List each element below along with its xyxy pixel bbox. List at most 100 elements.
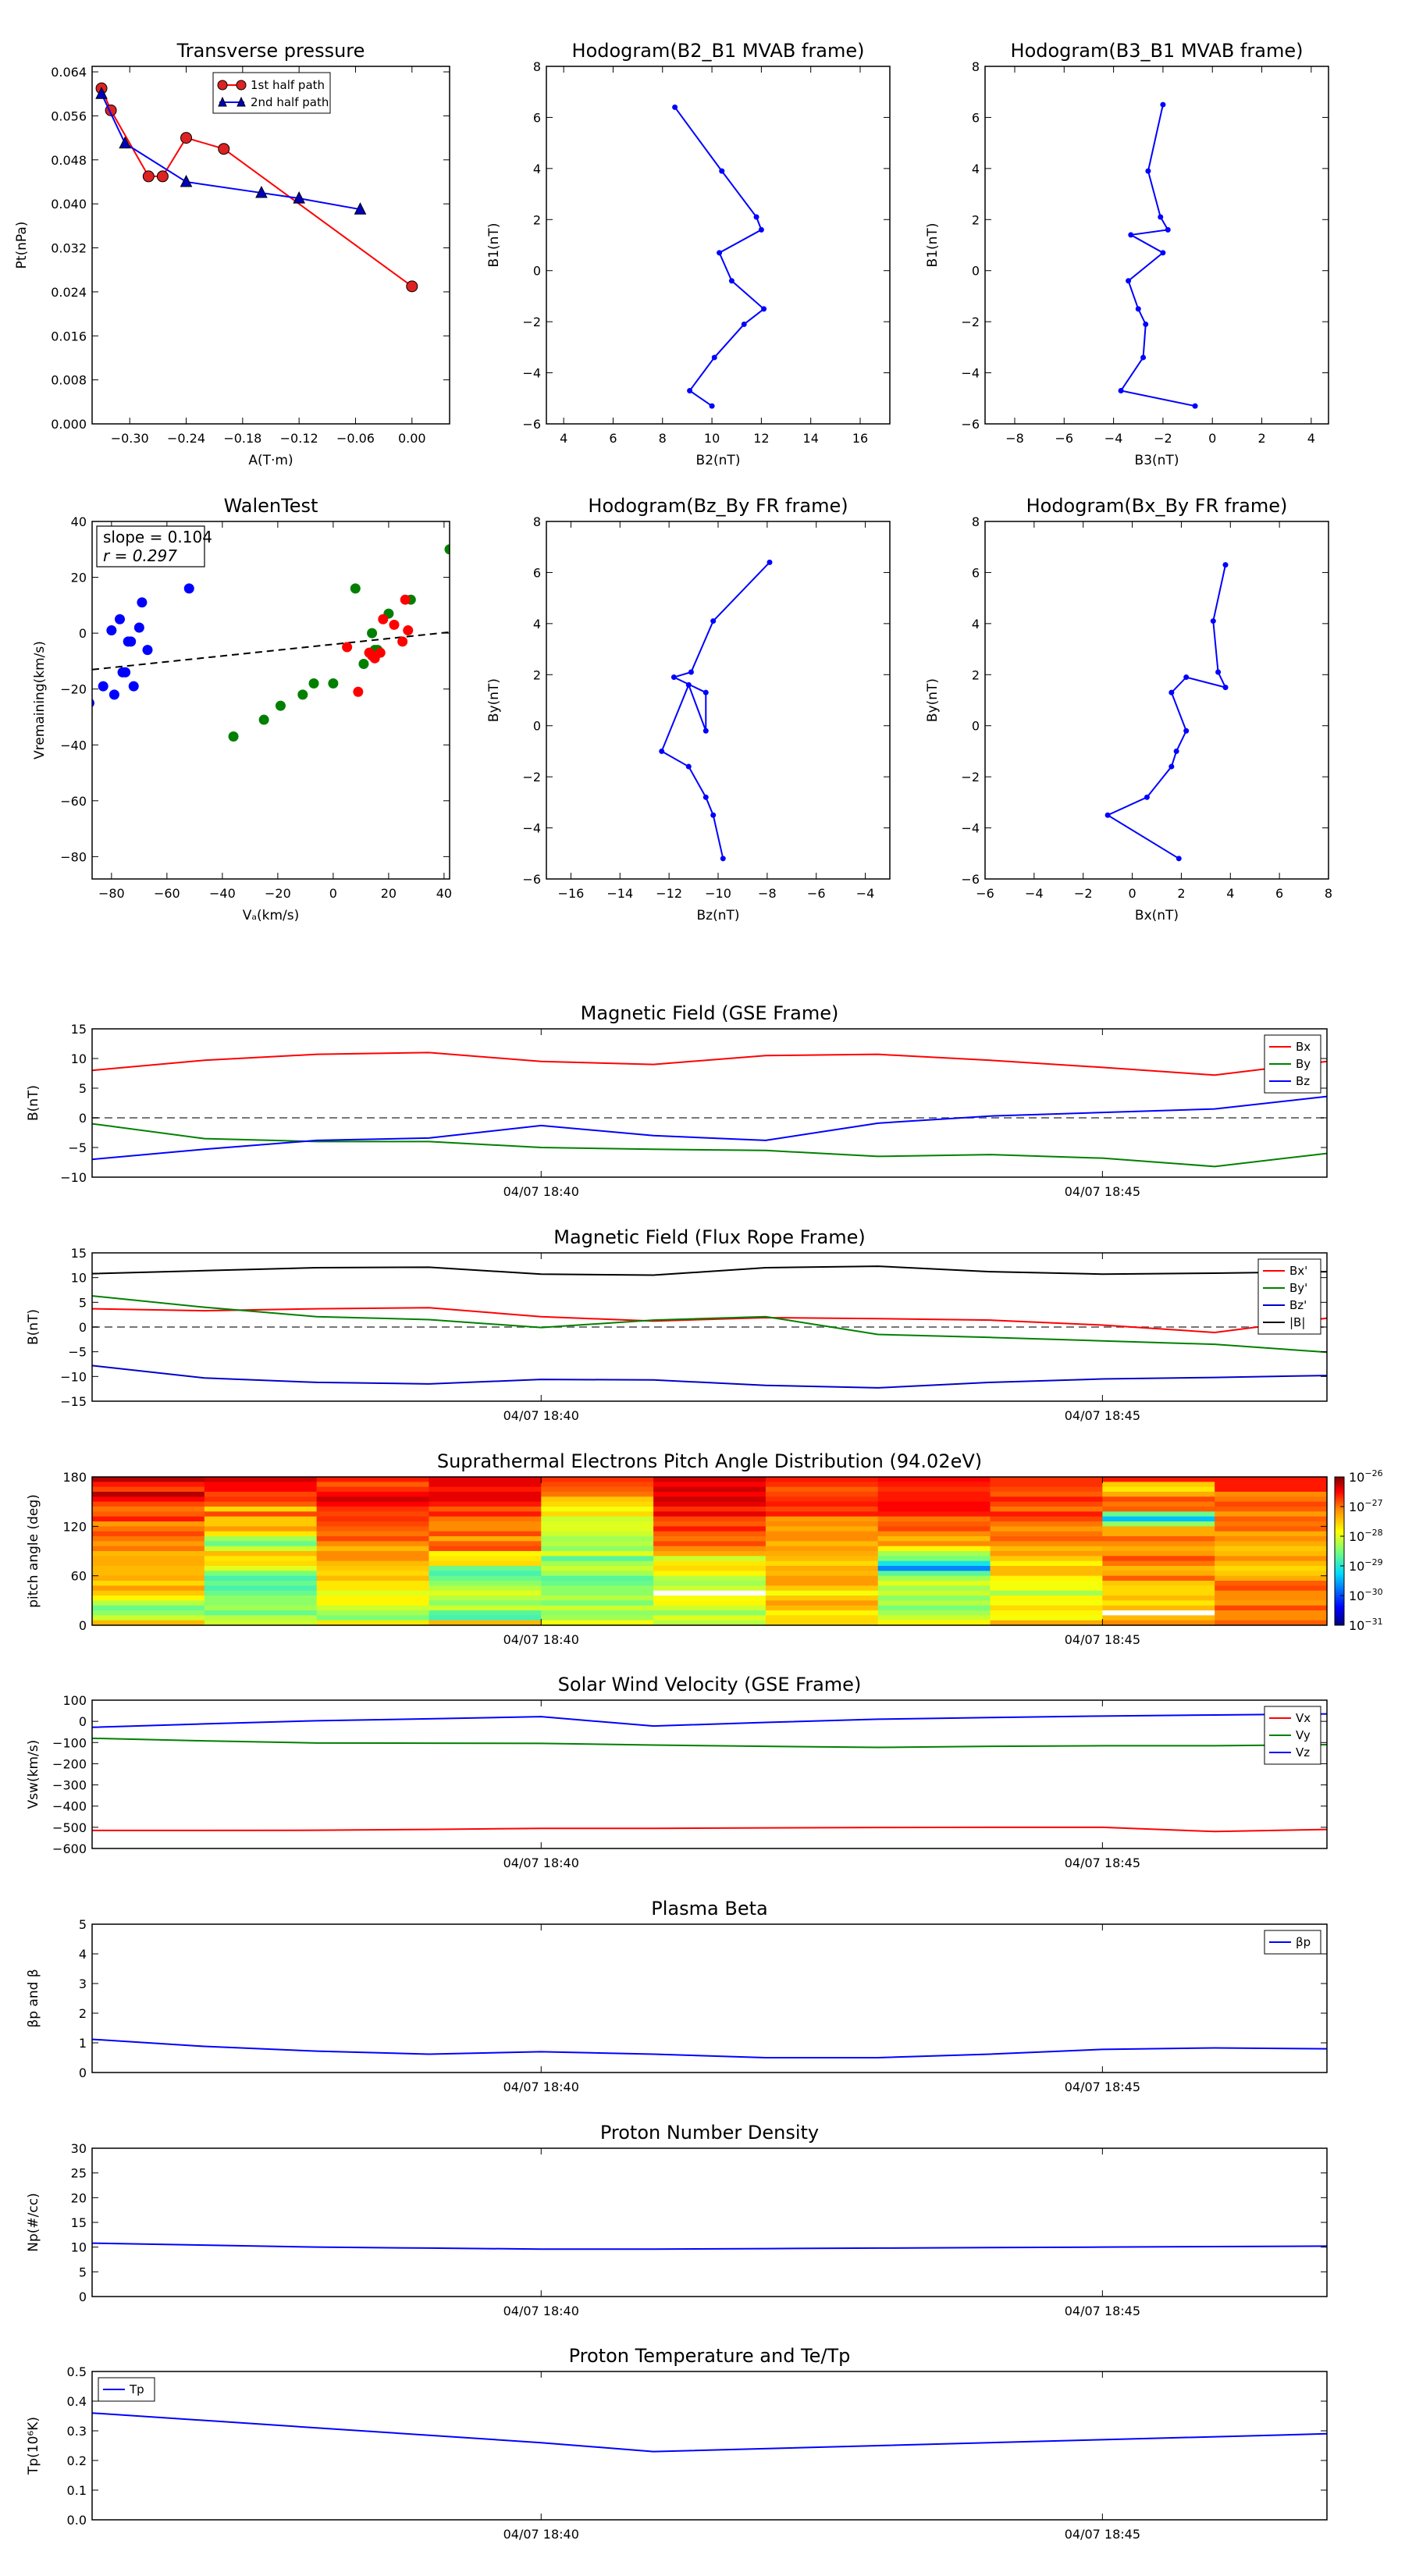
walen-ytick-label: −60 — [60, 794, 87, 809]
walen-point-red — [378, 614, 389, 624]
pad-cell — [92, 1507, 205, 1512]
pad-ytick-label: 0 — [79, 1618, 87, 1633]
pad-cell — [1102, 1560, 1215, 1567]
tp-ytick-label: 0.040 — [51, 197, 87, 212]
mag-ytick-label: 10 — [71, 1051, 87, 1066]
tp-ylabel: Pt(nPa) — [14, 222, 30, 269]
pad-cell — [765, 1482, 879, 1488]
pad-cell — [990, 1541, 1103, 1547]
pad-cell — [92, 1486, 205, 1493]
pad-cell — [653, 1615, 767, 1621]
h3-point — [720, 856, 726, 862]
pad-cell — [765, 1496, 879, 1503]
np-ylabel: Np(#/cc) — [26, 2193, 41, 2251]
pad-cell — [1102, 1496, 1215, 1503]
walen-frame — [91, 521, 450, 880]
pad-cell — [204, 1575, 318, 1582]
pad-cell — [92, 1556, 205, 1562]
pad-cell — [877, 1477, 991, 1482]
temp-series-Tp — [91, 2412, 1328, 2453]
tp-ytick-label: 0.000 — [51, 417, 87, 432]
pad-cell — [1215, 1526, 1328, 1532]
pad-cell — [653, 1541, 767, 1547]
walen-point-red — [389, 619, 400, 630]
pad-cell — [316, 1526, 430, 1532]
tp-legend-marker — [217, 80, 228, 91]
pad-cell — [204, 1610, 318, 1616]
pad-cell — [316, 1551, 430, 1557]
pad-cell — [429, 1590, 542, 1596]
pad-cell — [1102, 1477, 1215, 1482]
pad-cell — [429, 1560, 542, 1567]
h3-point — [670, 674, 677, 681]
temp-legend-label: Tp — [129, 2382, 144, 2396]
pad-cell — [204, 1521, 318, 1527]
h1-xtick-label: 4 — [560, 431, 567, 446]
pad-cell — [541, 1496, 654, 1503]
pad-cell — [765, 1596, 879, 1601]
temp-ytick-label: 0.1 — [67, 2483, 87, 2498]
h3-point — [685, 681, 692, 688]
h3-ytick-label: 0 — [533, 719, 541, 734]
h4-ytick-label: 4 — [972, 617, 980, 632]
chart-np: Proton Number Density 04/07 18:40 04/07 18… — [26, 2122, 1328, 2318]
pad-cell — [316, 1590, 430, 1596]
pad-cell — [1102, 1575, 1215, 1582]
walen-xlabel: Vₐ(km/s) — [243, 908, 300, 923]
pad-cell — [204, 1541, 318, 1547]
pad-cell — [1215, 1575, 1328, 1582]
walen-point-blue — [92, 699, 94, 708]
pad-cell — [429, 1620, 542, 1626]
pad-cell — [541, 1521, 654, 1527]
tp-xlabel: A(T·m) — [248, 453, 293, 468]
pad-cell — [92, 1496, 205, 1503]
pad-cell — [990, 1560, 1103, 1567]
pad-cell — [653, 1511, 767, 1517]
pad-cell — [429, 1571, 542, 1577]
fr-ylabel: B(nT) — [26, 1309, 41, 1345]
tp-point — [255, 185, 268, 198]
walen-point-blue — [117, 667, 128, 678]
h3-point — [702, 728, 709, 734]
pad-cell — [765, 1501, 879, 1507]
np-ytick-label: 25 — [71, 2166, 87, 2181]
h4-xtick-label: −4 — [1025, 886, 1044, 901]
np-frame — [91, 2147, 1328, 2297]
pad-cell — [877, 1590, 991, 1596]
walen-point-blue — [108, 689, 119, 700]
pad-cell — [204, 1492, 318, 1497]
h3-ytick-label: −6 — [522, 872, 541, 887]
pad-cell — [990, 1610, 1103, 1616]
h3-point — [702, 689, 709, 696]
walen-point-green — [228, 731, 239, 742]
pad-cell — [429, 1610, 542, 1616]
pad-cell — [765, 1560, 879, 1567]
h3-point — [688, 669, 694, 675]
pad-cell — [316, 1560, 430, 1567]
walen-fit-line — [92, 631, 450, 671]
h2-ylabel: B1(nT) — [925, 223, 941, 268]
h4-ytick-label: 2 — [972, 667, 980, 682]
pad-cell — [990, 1526, 1103, 1532]
pad-cell — [541, 1615, 654, 1621]
pad-cell — [1215, 1581, 1328, 1586]
h2-point — [1160, 101, 1166, 108]
h1-point — [717, 250, 723, 256]
pad-cell — [877, 1581, 991, 1586]
pad-cell — [653, 1560, 767, 1567]
temp-xtick-label: 04/07 18:45 — [1065, 2527, 1140, 2542]
h4-title: Hodogram(Bx_By FR frame) — [1026, 495, 1288, 517]
pad-cell — [653, 1610, 767, 1616]
pad-cell — [1102, 1546, 1215, 1552]
pad-cell — [765, 1541, 879, 1547]
chart-h4: Hodogram(Bx_By FR frame) −6 −4 −2 0 2 4 6 8 −6 −4 −… — [925, 495, 1332, 923]
pad-cell — [316, 1477, 430, 1482]
h2-point — [1160, 250, 1166, 256]
pad-cell — [316, 1507, 430, 1512]
chart-temp: Proton Temperature and Te/Tp 04/07 18:40 0… — [26, 2345, 1328, 2542]
fr-series-By' — [91, 1295, 1328, 1354]
h2-xtick-label: −6 — [1055, 431, 1073, 446]
h3-xtick-label: −10 — [705, 886, 731, 901]
pad-cell — [204, 1600, 318, 1606]
pad-ylabel: pitch angle (deg) — [26, 1494, 41, 1608]
